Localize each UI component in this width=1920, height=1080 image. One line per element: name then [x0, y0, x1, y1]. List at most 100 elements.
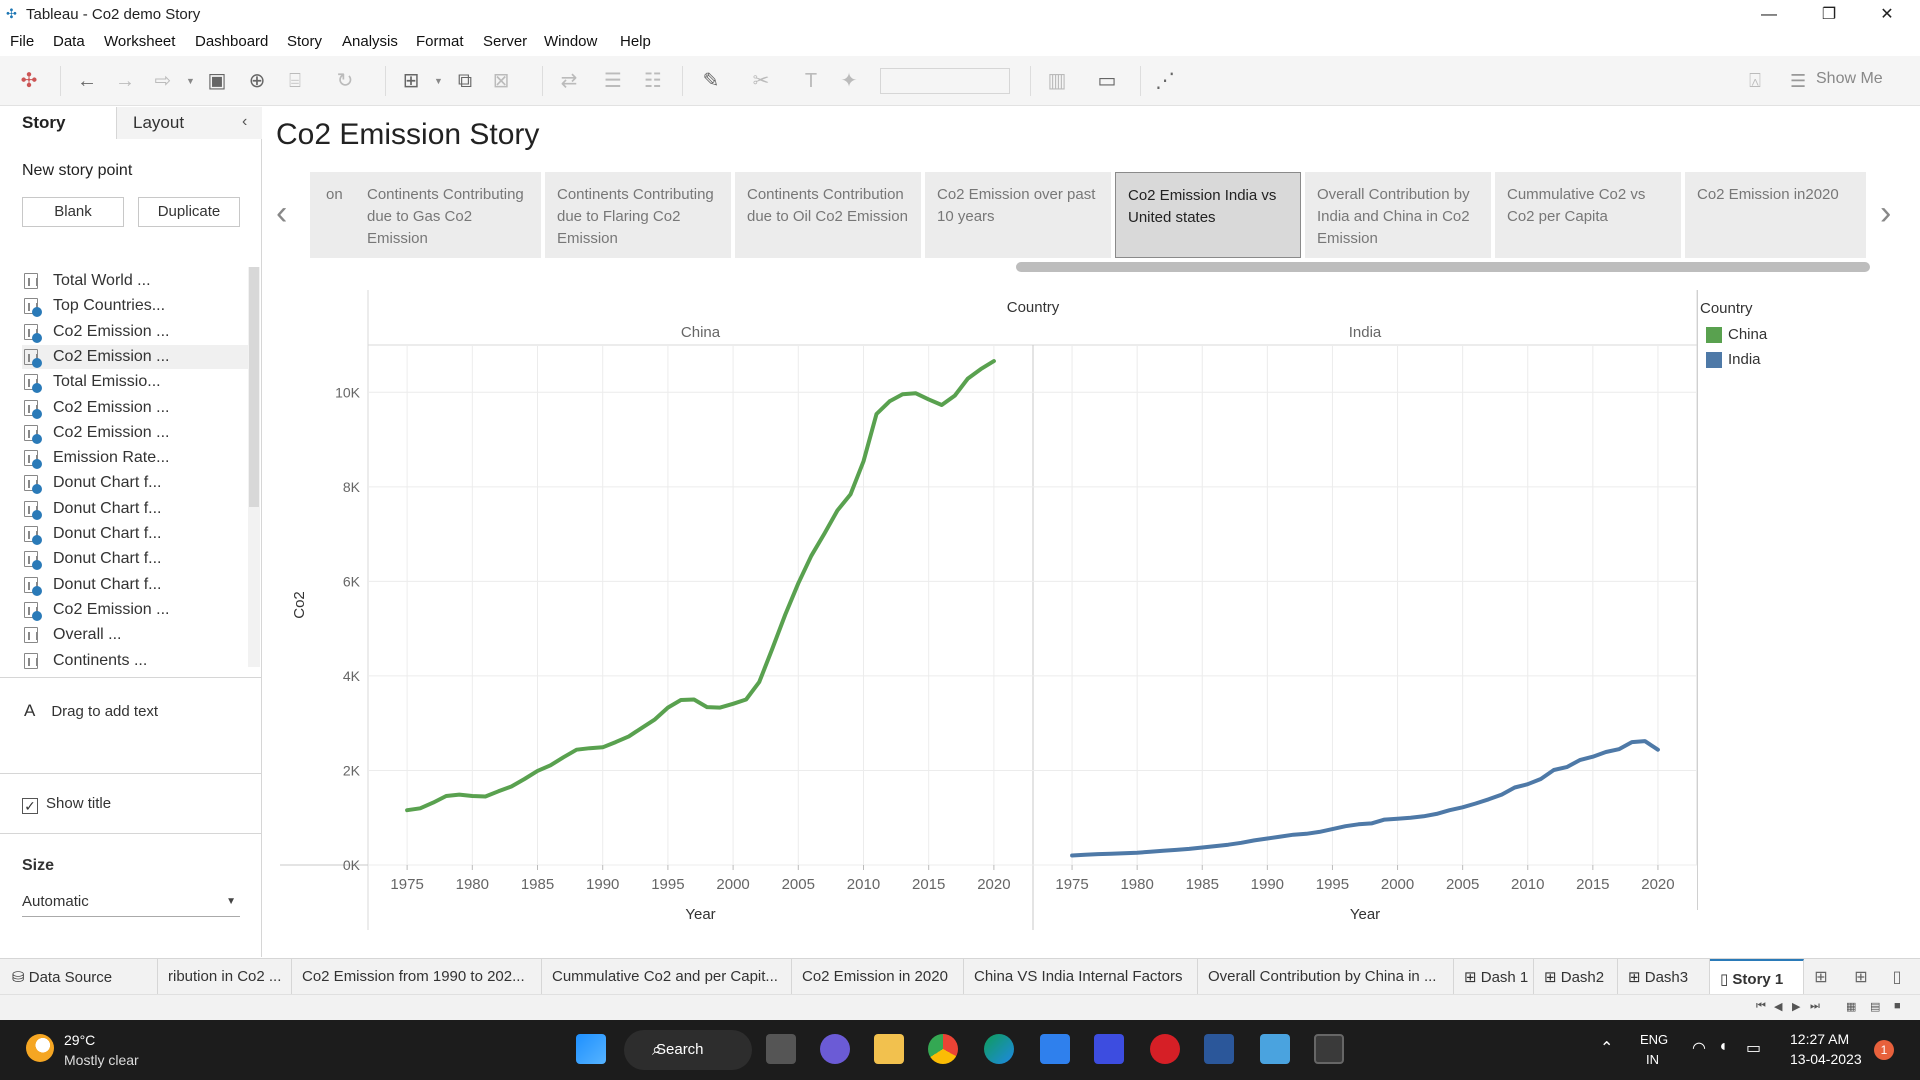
- sheet-tab[interactable]: ribution in Co2 ...: [158, 959, 292, 995]
- duplicate-button[interactable]: Duplicate: [138, 197, 240, 227]
- sheet-tab[interactable]: Co2 Emission from 1990 to 202...: [292, 959, 542, 995]
- format-painter-icon[interactable]: ⍓: [1749, 70, 1761, 92]
- dashboard-tab[interactable]: ⊞ Dash2: [1534, 959, 1618, 995]
- last-sheet-icon[interactable]: ⏭: [1810, 1000, 1820, 1012]
- clear-sheet-icon[interactable]: ⊠: [492, 70, 510, 92]
- drag-text-item[interactable]: A Drag to add text: [24, 701, 158, 721]
- story-point[interactable]: Co2 Emission in2020: [1685, 172, 1866, 258]
- battery-icon[interactable]: ▭: [1746, 1040, 1762, 1057]
- story-point[interactable]: Co2 Emission over past 10 years: [925, 172, 1111, 258]
- sheet-list-item[interactable]: Total Emissio...: [22, 370, 248, 394]
- weather-temperature[interactable]: 29°C: [64, 1032, 96, 1048]
- show-cards-icon[interactable]: ▥: [1047, 70, 1067, 92]
- sheet-list-item[interactable]: Co2 Emission ...: [22, 320, 248, 344]
- input-region[interactable]: IN: [1646, 1052, 1659, 1067]
- menu-dashboard[interactable]: Dashboard: [195, 33, 269, 50]
- windows-start-icon[interactable]: [576, 1034, 606, 1064]
- notification-badge[interactable]: 1: [1874, 1040, 1894, 1060]
- menu-story[interactable]: Story: [287, 33, 323, 50]
- replay-icon[interactable]: ⇨: [154, 70, 172, 92]
- sort-ascending-icon[interactable]: ☰: [604, 70, 622, 92]
- highlight-icon[interactable]: ✎: [702, 70, 720, 92]
- dashboard-tab[interactable]: ⊞ Dash 1: [1454, 959, 1534, 995]
- show-me-button[interactable]: Show Me: [1816, 70, 1883, 87]
- edge-icon[interactable]: [984, 1034, 1014, 1064]
- sheet-list-item[interactable]: Donut Chart f...: [22, 522, 248, 546]
- next-sheet-icon[interactable]: ▶: [1792, 1001, 1801, 1013]
- new-worksheet-icon[interactable]: ⊞: [402, 70, 420, 92]
- share-icon[interactable]: ⋰: [1155, 70, 1175, 92]
- menu-help[interactable]: Help: [620, 33, 651, 50]
- file-explorer-icon[interactable]: [874, 1034, 904, 1064]
- sheet-sorter-icon[interactable]: ▦: [1846, 1001, 1857, 1013]
- close-icon[interactable]: ✕: [1880, 6, 1894, 23]
- minimize-icon[interactable]: —: [1761, 6, 1777, 23]
- sheet-list-item[interactable]: Co2 Emission ...: [22, 396, 248, 420]
- chevron-down-icon[interactable]: ▼: [186, 76, 195, 86]
- checkbox-checked-icon[interactable]: ✓: [22, 798, 38, 814]
- chevron-up-icon[interactable]: ⌃: [1600, 1040, 1614, 1057]
- sheet-tab[interactable]: Co2 Emission in 2020: [792, 959, 964, 995]
- weather-condition[interactable]: Mostly clear: [64, 1052, 139, 1068]
- story-point[interactable]: Continents Contributing due to Flaring C…: [545, 172, 731, 258]
- sheet-list-item[interactable]: Emission Rate...: [22, 446, 248, 470]
- duplicate-sheet-icon[interactable]: ⧉: [457, 70, 473, 92]
- story-point[interactable]: Overall Contribution by India and China …: [1305, 172, 1491, 258]
- fit-select[interactable]: [880, 68, 1010, 94]
- undo-icon[interactable]: ←: [77, 70, 97, 92]
- first-sheet-icon[interactable]: ⏮: [1756, 1000, 1766, 1012]
- weather-icon[interactable]: [26, 1034, 54, 1062]
- story-tab[interactable]: ▯ Story 1: [1710, 959, 1804, 995]
- sheet-list-item[interactable]: Donut Chart f...: [22, 547, 248, 571]
- wifi-icon[interactable]: ◠: [1692, 1040, 1706, 1057]
- refresh-icon[interactable]: ↻: [336, 70, 354, 92]
- tableau-taskbar-icon[interactable]: [1314, 1034, 1344, 1064]
- prev-sheet-icon[interactable]: ◀: [1774, 1001, 1783, 1013]
- photos-icon[interactable]: [1260, 1034, 1290, 1064]
- tab-story[interactable]: Story: [0, 107, 116, 139]
- text-label-icon[interactable]: T: [804, 70, 818, 92]
- tabs-view-icon[interactable]: ■: [1894, 1000, 1901, 1012]
- new-data-source-icon[interactable]: ⊕: [248, 70, 266, 92]
- size-select[interactable]: Automatic ▼: [22, 893, 240, 917]
- next-story-point-icon[interactable]: ›: [1880, 194, 1892, 232]
- input-language[interactable]: ENG: [1640, 1032, 1669, 1047]
- sheet-list-item[interactable]: Donut Chart f...: [22, 573, 248, 597]
- tableau-start-icon[interactable]: ✣: [20, 70, 38, 92]
- taskbar-search[interactable]: ⌕ Search: [624, 1030, 752, 1070]
- mail-icon[interactable]: [1040, 1034, 1070, 1064]
- story-navigator-scrollbar[interactable]: [1016, 262, 1870, 272]
- dashboard-tab[interactable]: ⊞ Dash3: [1618, 959, 1710, 995]
- teams-chat-icon[interactable]: [820, 1034, 850, 1064]
- sheet-list-item[interactable]: Donut Chart f...: [22, 471, 248, 495]
- sheet-list-item[interactable]: Donut Chart f...: [22, 497, 248, 521]
- data-source-tab[interactable]: ⛁ Data Source: [0, 959, 158, 995]
- sheet-tab[interactable]: Cummulative Co2 and per Capit...: [542, 959, 792, 995]
- menu-format[interactable]: Format: [416, 33, 464, 50]
- redo-icon[interactable]: →: [115, 70, 135, 92]
- presentation-mode-icon[interactable]: ▭: [1097, 70, 1117, 92]
- new-worksheet-icon[interactable]: ⊞: [1814, 969, 1828, 986]
- chevron-down-icon[interactable]: ▼: [434, 76, 443, 86]
- attach-icon[interactable]: ✂: [752, 70, 770, 92]
- sheet-list-item[interactable]: Continents ...: [22, 649, 248, 673]
- menu-data[interactable]: Data: [53, 33, 85, 50]
- sheet-tab[interactable]: Overall Contribution by China in ...: [1198, 959, 1454, 995]
- clock-date[interactable]: 13-04-2023: [1790, 1051, 1862, 1067]
- clock-time[interactable]: 12:27 AM: [1790, 1031, 1850, 1047]
- story-point[interactable]: Co2 Emission India vs United states: [1115, 172, 1301, 258]
- app-icon[interactable]: [1094, 1034, 1124, 1064]
- sheet-list-item[interactable]: Co2 Emission ...: [22, 344, 248, 369]
- save-icon[interactable]: ▣: [207, 70, 227, 92]
- previous-story-point-icon[interactable]: ‹: [276, 194, 288, 232]
- story-point[interactable]: Continents Contribution due to Oil Co2 E…: [735, 172, 921, 258]
- filmstrip-icon[interactable]: ▤: [1870, 1001, 1881, 1013]
- sheet-list-item[interactable]: Co2 Emission ...: [22, 421, 248, 445]
- word-icon[interactable]: [1204, 1034, 1234, 1064]
- new-dashboard-icon[interactable]: ⊞: [1854, 969, 1868, 986]
- menu-server[interactable]: Server: [483, 33, 528, 50]
- pause-updates-icon[interactable]: ⌸: [289, 70, 301, 92]
- volume-icon[interactable]: ◖: [1718, 1038, 1728, 1055]
- sheet-list-item[interactable]: Total World ...: [22, 269, 248, 293]
- restore-icon[interactable]: ❐: [1821, 6, 1837, 23]
